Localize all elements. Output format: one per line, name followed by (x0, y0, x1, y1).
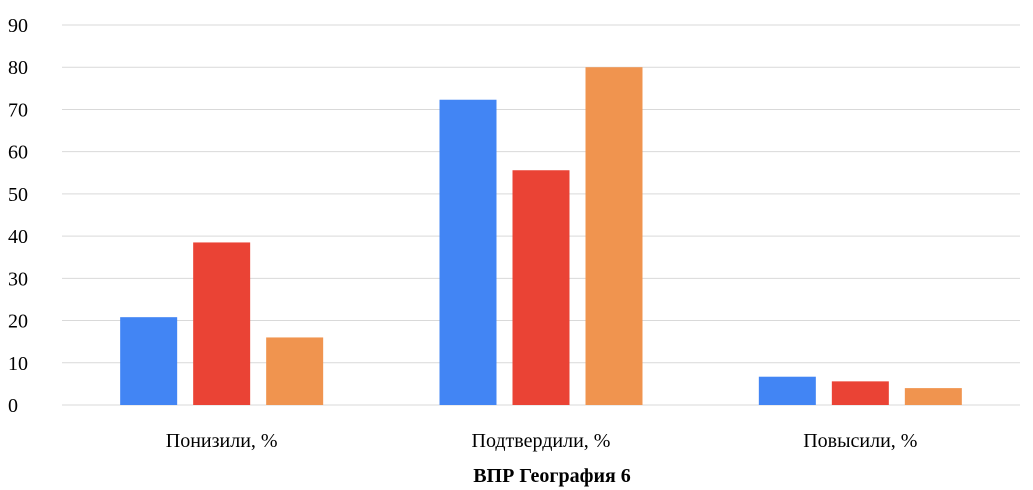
x-category-label: Подтвердили, % (472, 430, 611, 452)
x-category-label: Понизили, % (166, 430, 278, 452)
y-tick-label: 40 (8, 226, 28, 248)
bar-series-3-cat-3 (904, 388, 962, 405)
y-tick-label: 50 (8, 184, 28, 206)
bar-series-1-cat-1 (120, 317, 178, 405)
bar-series-1-cat-3 (758, 376, 816, 405)
bar-series-2-cat-2 (512, 170, 570, 405)
bar-series-3-cat-2 (585, 67, 643, 405)
x-axis-category-labels: Понизили, % Подтвердили, % Повысили, % (166, 430, 918, 452)
bar-series-2-cat-3 (831, 381, 889, 405)
bars (120, 67, 962, 405)
y-tick-label: 10 (8, 353, 28, 375)
y-tick-label: 90 (8, 15, 28, 37)
bar-series-3-cat-1 (266, 337, 324, 405)
x-category-label: Повысили, % (803, 430, 917, 452)
y-axis-tick-labels: 0 10 20 30 40 50 60 70 80 90 (8, 15, 28, 417)
chart-title: ВПР География 6 (473, 465, 631, 487)
y-tick-label: 30 (8, 268, 28, 290)
y-tick-label: 80 (8, 57, 28, 79)
bar-series-2-cat-1 (193, 242, 251, 405)
y-tick-label: 70 (8, 99, 28, 121)
y-tick-label: 20 (8, 311, 28, 333)
y-tick-label: 60 (8, 142, 28, 164)
bar-series-1-cat-2 (439, 99, 497, 405)
y-tick-label: 0 (8, 395, 18, 417)
